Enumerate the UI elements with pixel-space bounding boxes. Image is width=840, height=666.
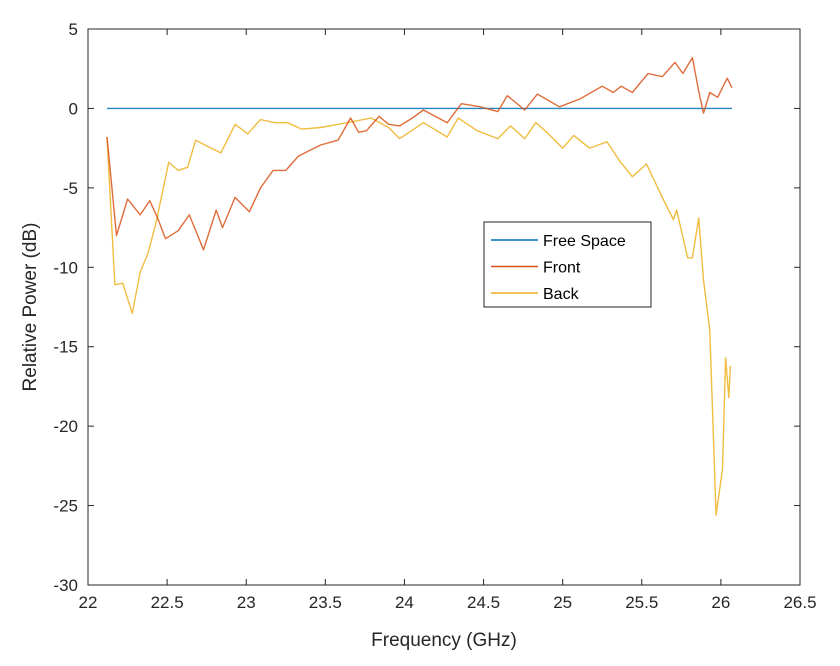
y-tick-label: -10: [53, 258, 78, 277]
x-tick-label: 22: [79, 593, 98, 612]
x-tick-label: 22.5: [151, 593, 184, 612]
y-tick-label: 0: [69, 99, 78, 118]
y-tick-label: 5: [69, 20, 78, 39]
legend-label: Front: [543, 260, 581, 277]
series-line-back: [106, 117, 732, 516]
y-tick-label: -15: [53, 338, 78, 357]
x-axis-label: Frequency (GHz): [371, 630, 517, 651]
x-tick-label: 24.5: [467, 593, 500, 612]
x-tick-label: 25: [553, 593, 572, 612]
legend-label: Back: [543, 286, 580, 303]
y-tick-label: -30: [53, 576, 78, 595]
plot-area-frame: [87, 28, 801, 586]
legend: Free Space Front Back: [483, 221, 652, 308]
x-tick-label: 23.5: [309, 593, 342, 612]
y-tick-label: -20: [53, 417, 78, 436]
series-line-front: [106, 56, 733, 251]
x-tick-label: 24: [395, 593, 414, 612]
y-axis-label: Relative Power (dB): [20, 223, 41, 392]
x-tick-label: 23: [237, 593, 256, 612]
x-tick-label: 26.5: [783, 593, 816, 612]
y-tick-label: -25: [53, 497, 78, 516]
y-tick-label: -5: [63, 179, 78, 198]
x-tick-label: 26: [711, 593, 730, 612]
legend-label: Free Space: [543, 233, 626, 250]
x-tick-label: 25.5: [625, 593, 658, 612]
